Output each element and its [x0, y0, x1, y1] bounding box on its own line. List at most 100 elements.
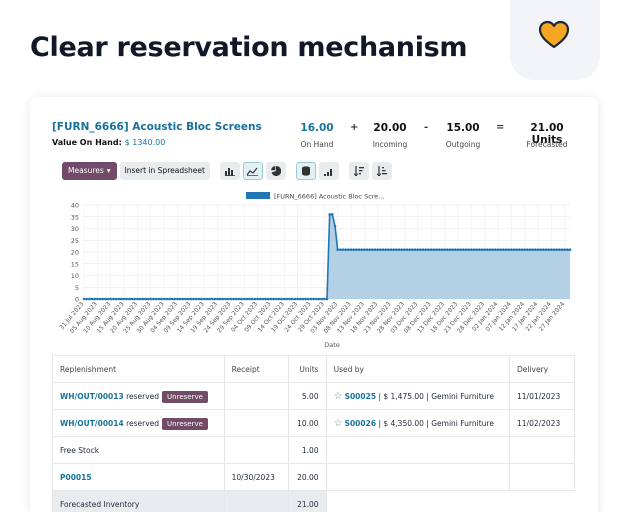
receipt-cell	[223, 436, 289, 464]
sort-descending-button[interactable]	[348, 162, 369, 180]
series-point	[178, 297, 182, 301]
insert-spreadsheet-button[interactable]: Insert in Spreadsheet	[119, 162, 210, 180]
series-point	[336, 248, 339, 251]
series-point	[221, 297, 225, 301]
series-point	[368, 248, 372, 251]
series-point	[387, 248, 390, 251]
forecasted-inventory-units: 21.00	[287, 490, 327, 512]
series-point	[421, 248, 425, 251]
series-point	[165, 297, 169, 301]
delivery-cell	[509, 436, 575, 464]
series-point	[357, 248, 361, 251]
series-point	[90, 297, 94, 301]
cumulative-button[interactable]	[318, 162, 339, 180]
line-chart-icon	[247, 167, 259, 176]
sort-ascending-button[interactable]	[371, 162, 392, 180]
equals-sign: =	[496, 122, 505, 133]
series-point	[499, 248, 502, 251]
stacked-button[interactable]	[295, 162, 316, 180]
series-point	[202, 297, 206, 301]
delivery-cell: 11/02/2023	[509, 409, 575, 437]
series-point	[480, 248, 484, 251]
pie-chart-button[interactable]	[265, 162, 286, 180]
bar-chart-icon	[224, 167, 235, 176]
series-point	[160, 297, 163, 301]
bar-chart-button[interactable]	[219, 162, 240, 180]
series-point	[285, 297, 289, 301]
replenishment-cell: WH/OUT/00013 reserved Unreserve	[52, 382, 225, 410]
series-point	[181, 297, 185, 301]
series-point	[405, 248, 409, 251]
table-row: P00015 10/30/2023 20.00	[52, 463, 575, 491]
sort-descending-icon	[353, 166, 364, 176]
value-on-hand-label: Value On Hand:	[52, 138, 122, 147]
used-by-cell	[325, 436, 511, 464]
series-point	[173, 297, 177, 301]
order-amount: $ 4,350.00	[383, 418, 424, 428]
series-point	[280, 297, 283, 301]
used-by-cell: ☆ S00025 | $ 1,475.00 | Gemini Furniture	[325, 382, 511, 410]
series-point	[170, 297, 174, 301]
series-point	[464, 248, 468, 251]
series-point	[317, 297, 321, 301]
series-point	[560, 248, 564, 251]
star-icon[interactable]: ☆	[333, 417, 343, 429]
database-icon	[301, 166, 310, 176]
series-point	[413, 248, 417, 251]
col-replenishment: Replenishment	[52, 355, 225, 383]
series-point	[520, 248, 524, 251]
series-point	[523, 248, 526, 251]
move-ref-link[interactable]: WH/OUT/00013	[60, 391, 124, 401]
series-point	[392, 248, 396, 251]
series-point	[128, 297, 131, 301]
legend-swatch	[246, 192, 270, 199]
table-row: WH/OUT/00014 reserved Unreserve 10.00 ☆ S0…	[52, 409, 575, 437]
series-point	[541, 248, 545, 251]
on-hand-value[interactable]: 16.00	[300, 122, 334, 134]
series-point	[360, 248, 364, 251]
series-area	[84, 214, 570, 299]
free-stock-label: Free Stock	[52, 436, 225, 464]
used-by-cell: ☆ S00026 | $ 4,350.00 | Gemini Furniture	[325, 409, 511, 437]
series-point	[467, 248, 470, 251]
x-axis-label: Date	[324, 341, 340, 349]
delivery-cell	[509, 490, 575, 512]
move-ref-link[interactable]: WH/OUT/00014	[60, 418, 124, 428]
free-stock-units: 1.00	[287, 436, 327, 464]
y-tick-label: 15	[71, 260, 79, 268]
series-point	[157, 297, 161, 301]
series-point	[192, 297, 195, 301]
series-point	[120, 297, 123, 301]
units-cell: 10.00	[287, 409, 327, 437]
series-point	[379, 248, 382, 251]
sale-order-link[interactable]: S00025	[344, 391, 377, 401]
sale-order-link[interactable]: S00026	[344, 418, 377, 428]
unreserve-button[interactable]: Unreserve	[162, 417, 208, 430]
line-chart-button[interactable]	[242, 162, 263, 180]
series-point	[229, 297, 233, 301]
series-point	[341, 248, 345, 251]
series-point	[104, 297, 107, 301]
graph-toolbar: Measures ▾ Insert in Spreadsheet	[62, 162, 392, 180]
star-icon[interactable]: ☆	[333, 390, 343, 402]
unreserve-button[interactable]: Unreserve	[162, 390, 208, 403]
series-point	[563, 248, 566, 251]
product-title-link[interactable]: [FURN_6666] Acoustic Bloc Screens	[52, 121, 262, 133]
series-point	[141, 297, 145, 301]
series-point	[531, 248, 534, 251]
series-point	[469, 248, 473, 251]
measures-button[interactable]: Measures ▾	[62, 162, 117, 180]
legend-label: [FURN_6666] Acoustic Bloc Scre...	[274, 193, 385, 201]
purchase-order-link[interactable]: P00015	[60, 472, 92, 482]
series-point	[435, 248, 438, 251]
series-point	[397, 248, 401, 251]
series-point	[290, 297, 294, 301]
series-point	[411, 248, 414, 251]
replenishment-cell: WH/OUT/00014 reserved Unreserve	[52, 409, 225, 437]
incoming-label: Incoming	[372, 140, 408, 149]
outgoing-value: 15.00	[446, 122, 480, 134]
series-point	[424, 248, 428, 251]
series-point	[248, 297, 251, 301]
y-tick-label: 30	[71, 225, 79, 233]
value-on-hand: Value On Hand: $ 1340.00	[52, 138, 165, 147]
